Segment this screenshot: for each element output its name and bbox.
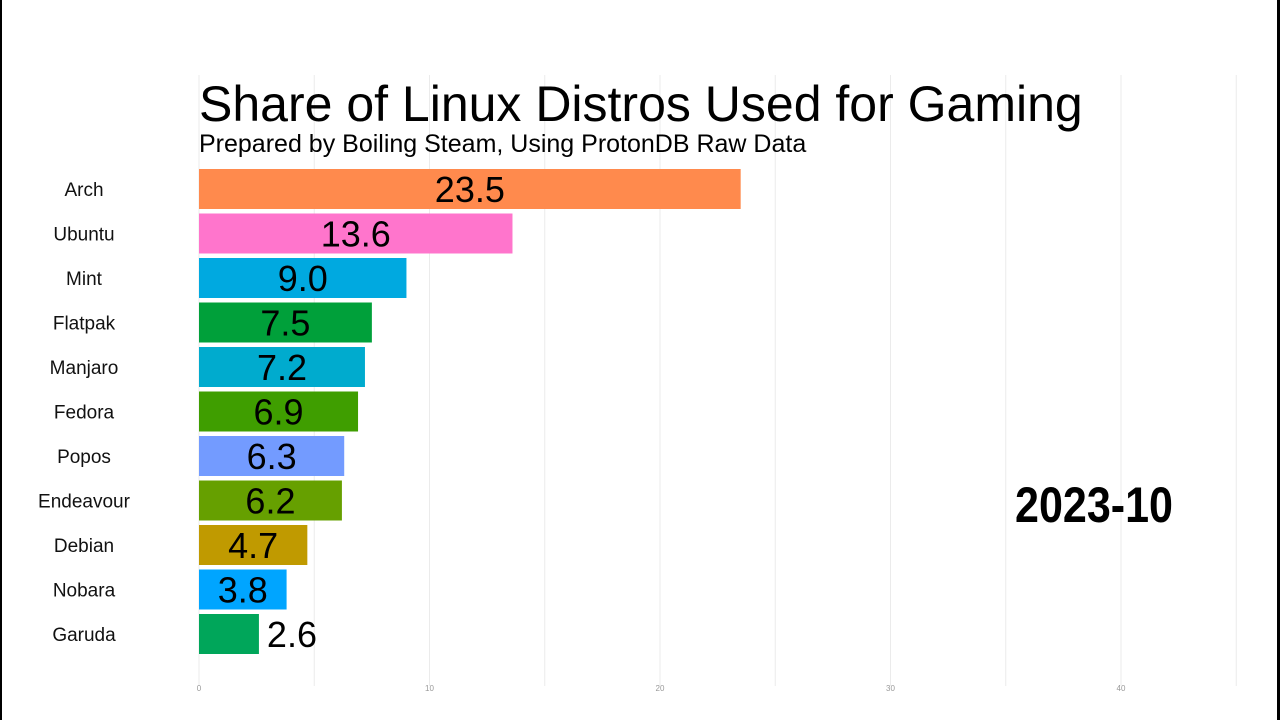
frame-border-left: [0, 0, 2, 720]
bar-manjaro: [199, 347, 365, 387]
category-label: Arch: [64, 180, 103, 201]
x-tick-label: 40: [1117, 684, 1126, 693]
category-label: Fedora: [54, 403, 115, 424]
value-label: 6.3: [247, 436, 297, 477]
category-label: Endeavour: [38, 492, 131, 513]
bar-nobara: [199, 569, 287, 610]
value-label: 9.0: [278, 258, 328, 299]
value-label: 3.8: [218, 570, 268, 611]
bars: [199, 169, 741, 654]
value-label: 6.2: [245, 481, 295, 522]
value-label: 13.6: [321, 214, 391, 255]
category-label: Ubuntu: [53, 225, 114, 246]
value-label: 4.7: [228, 525, 278, 566]
bar-debian: [199, 525, 308, 565]
category-labels: Arch Ubuntu Mint Flatpak Manjaro Fedora Popos E…: [38, 180, 131, 646]
x-tick-label: 10: [425, 684, 434, 693]
category-label: Manjaro: [50, 358, 119, 379]
bar-flatpak: [199, 302, 372, 343]
category-label: Debian: [54, 536, 114, 557]
value-label: 7.5: [260, 303, 310, 344]
frame-border-right: [1277, 0, 1280, 720]
value-label: 2.6: [267, 614, 317, 655]
category-label: Flatpak: [53, 314, 116, 335]
bar-ubuntu: [199, 213, 513, 254]
value-labels: 23.5 13.69.07.57.26.96.36.24.73.82.6: [218, 169, 505, 655]
category-label: Mint: [66, 269, 103, 290]
x-axis-ticks: 0 10 20 30 40: [197, 684, 1126, 693]
date-label: 2023-10: [1015, 477, 1173, 533]
value-label: 23.5: [435, 169, 505, 210]
x-tick-label: 20: [656, 684, 665, 693]
bar-fedora: [199, 391, 359, 432]
category-label: Popos: [57, 447, 111, 468]
category-label: Garuda: [52, 625, 116, 646]
value-label: 7.2: [257, 347, 307, 388]
bar-endeavour: [199, 480, 342, 521]
bar-popos: [199, 436, 345, 476]
x-tick-label: 0: [197, 684, 202, 693]
x-tick-label: 30: [886, 684, 895, 693]
bar-mint: [199, 258, 407, 298]
chart-subtitle: Prepared by Boiling Steam, Using ProtonD…: [199, 130, 806, 158]
bar-arch: [199, 169, 741, 209]
category-label: Nobara: [53, 581, 116, 602]
value-label: 6.9: [253, 392, 303, 433]
chart-title: Share of Linux Distros Used for Gaming: [199, 76, 1083, 132]
bar-garuda: [199, 614, 259, 654]
